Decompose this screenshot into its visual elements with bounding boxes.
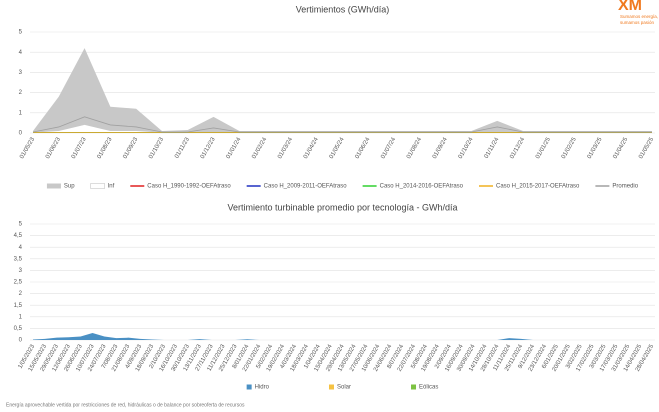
x-tick-label: 01/11/23 (174, 136, 191, 159)
x-tick-label: 01/01/24 (226, 136, 243, 160)
legend-label: Eólicas (419, 385, 438, 391)
x-tick-label: 01/06/23 (45, 136, 62, 160)
legend-label: Caso H_2009-2011-OEFAtraso (264, 184, 348, 190)
x-tick-label: 01/11/24 (484, 136, 501, 159)
chart-title: Vertimientos (GWh/día) (296, 4, 390, 14)
legend-label: Sup (64, 184, 75, 190)
y-tick-label: 2 (19, 291, 23, 297)
x-tick-label: 01/04/24 (303, 136, 320, 160)
y-tick-label: 3 (19, 268, 23, 274)
x-tick-label: 01/02/25 (561, 136, 578, 160)
y-tick-label: 1,5 (14, 303, 23, 309)
x-tick-label: 01/12/24 (509, 136, 526, 160)
y-tick-label: 1 (19, 314, 23, 320)
y-tick-label: 5 (19, 30, 23, 36)
x-tick-label: 01/09/24 (432, 136, 449, 160)
legend-marker (411, 384, 417, 390)
x-tick-label: 01/01/25 (535, 136, 552, 160)
area (33, 48, 652, 133)
legend-label: Caso H_1990-1992-OEFAtraso (147, 184, 231, 190)
line (32, 116, 652, 133)
logo: XM (618, 0, 642, 14)
legend-label: Inf (108, 184, 115, 190)
x-tick-label: 01/06/24 (355, 136, 372, 160)
x-tick-label: 01/07/23 (71, 136, 88, 160)
legend-marker (328, 384, 334, 390)
x-tick-label: 01/04/25 (612, 136, 629, 160)
legend-marker (46, 183, 61, 189)
x-tick-label: 01/07/24 (380, 136, 397, 160)
legend-label: Caso H_2015-2017-OEFAtraso (496, 184, 580, 190)
x-tick-label: 01/10/24 (458, 136, 475, 160)
legend-label: Promedio (612, 184, 638, 190)
y-tick-label: 1 (19, 110, 23, 116)
y-tick-label: 3 (19, 70, 23, 76)
y-tick-label: 0 (19, 131, 23, 137)
x-tick-label: 01/08/24 (406, 136, 423, 160)
logo-tagline: Sumamos energía, (620, 14, 658, 19)
legend-marker (246, 384, 252, 390)
legend-label: Hidro (255, 385, 270, 391)
area (33, 333, 652, 340)
y-tick-label: 4,5 (14, 233, 23, 239)
x-tick-label: 01/05/23 (19, 136, 36, 160)
x-tick-label: 01/10/23 (148, 136, 165, 160)
x-tick-label: 01/03/24 (277, 136, 294, 160)
y-tick-label: 5 (19, 222, 23, 228)
x-tick-label: 01/05/24 (329, 136, 346, 160)
x-tick-label: 01/12/23 (200, 136, 217, 160)
y-tick-label: 0,5 (14, 326, 23, 332)
x-tick-label: 01/08/23 (97, 136, 114, 160)
y-tick-label: 2,5 (14, 280, 23, 286)
logo-tagline: sumamos pasión (620, 20, 655, 25)
y-tick-label: 0 (19, 338, 23, 344)
x-tick-label: 01/05/25 (638, 136, 655, 160)
y-tick-label: 4 (19, 50, 23, 56)
x-tick-label: 01/09/23 (122, 136, 139, 160)
x-tick-label: 01/02/24 (251, 136, 268, 160)
y-tick-label: 2 (19, 90, 23, 96)
chart-title: Vertimiento turbinable promedio por tecn… (227, 202, 457, 212)
x-tick-label: 01/03/25 (587, 136, 604, 160)
legend-marker (90, 183, 105, 189)
footnote: Energía aprovechable vertida por restric… (6, 402, 245, 408)
legend-label: Solar (337, 385, 351, 391)
y-tick-label: 3,5 (14, 256, 23, 262)
legend-label: Caso H_2014-2016-OEFAtraso (380, 184, 464, 190)
y-tick-label: 4 (19, 245, 23, 251)
